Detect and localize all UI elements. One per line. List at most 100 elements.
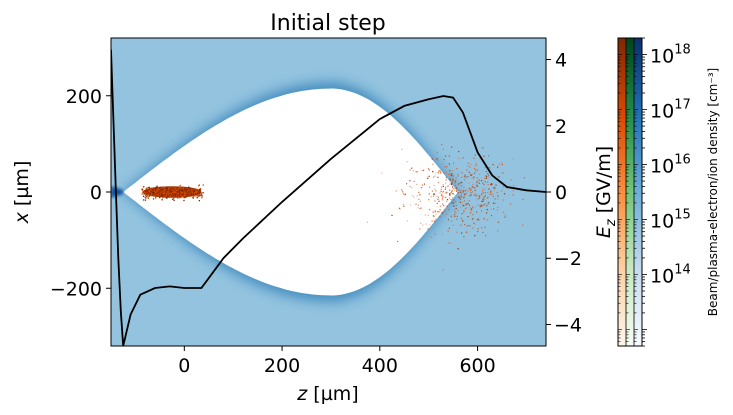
driver-particle [449,242,451,244]
witness-particle [176,194,178,196]
driver-particle [450,194,452,196]
driver-particle [454,189,456,191]
witness-particle [142,191,144,193]
witness-particle [160,193,162,195]
y-tick-label: −200 [50,278,102,300]
witness-particle [172,198,174,200]
witness-particle [198,200,200,202]
driver-particle [451,183,453,186]
driver-particle [477,228,479,230]
driver-particle [459,198,462,200]
driver-particle [481,205,483,207]
witness-particle [194,191,197,193]
driver-particle [454,215,456,218]
witness-particle [166,195,169,198]
driver-particle [406,161,408,163]
driver-particle [445,155,447,157]
driver-particle [454,184,457,186]
driver-particle [398,207,400,209]
driver-particle [482,187,485,189]
driver-particle [479,205,481,207]
driver-particle [423,183,425,185]
driver-particle [471,173,473,175]
driver-particle [428,199,430,201]
driver-particle [420,222,422,224]
witness-particle [145,188,148,190]
colorbar-tick-label: 1018 [650,43,691,68]
driver-particle [451,220,453,222]
driver-particle [445,187,447,189]
driver-particle [427,228,429,230]
driver-particle [452,179,454,181]
driver-particle [471,177,473,179]
x-axis-label: z [µm] [296,383,358,405]
driver-particle [498,163,500,165]
witness-particle [198,194,201,196]
witness-particle [166,197,168,199]
driver-particle [451,186,454,188]
driver-particle [434,188,436,190]
driver-particle [455,180,457,182]
driver-particle [451,189,454,191]
witness-particle [147,197,149,199]
driver-particle [468,224,470,227]
driver-particle [441,197,444,199]
witness-particle [161,189,163,191]
driver-particle [409,180,411,182]
driver-particle [484,203,486,205]
witness-particle [161,199,163,201]
driver-particle [441,211,444,213]
driver-particle [484,177,486,179]
driver-particle [438,211,440,213]
driver-particle [482,182,484,184]
driver-particle [497,206,499,208]
witness-particle [141,193,143,195]
x-tick-label: 200 [264,355,300,377]
witness-particle [169,188,171,190]
driver-particle [491,183,493,185]
driver-particle [479,195,481,197]
driver-particle [443,172,445,174]
driver-particle [432,214,434,217]
driver-particle [436,151,438,153]
driver-particle [468,204,471,206]
driver-particle [485,235,487,237]
witness-particle [197,193,199,195]
driver-particle [428,175,430,177]
witness-particle [141,188,144,190]
witness-particle [193,194,195,196]
driver-particle [484,192,486,194]
driver-particle [462,204,464,206]
driver-particle [434,210,436,212]
driver-particle [459,189,461,191]
witness-particle [183,199,185,202]
driver-particle [449,173,451,175]
driver-particle [503,193,506,195]
driver-particle [471,208,473,210]
witness-particle [169,190,172,192]
driver-particle [461,232,463,234]
driver-particle [440,172,442,174]
witness-particle [192,197,194,199]
witness-particle [183,197,185,199]
driver-particle [442,212,444,214]
witness-particle [163,192,165,195]
driver-particle [469,190,472,192]
witness-particle [165,195,167,197]
witness-particle [184,190,187,192]
driver-particle [439,205,441,207]
driver-particle [445,192,447,194]
driver-particle [476,194,478,196]
witness-particle [152,189,154,191]
driver-particle [469,166,471,168]
driver-particle [429,209,431,211]
driver-particle [455,187,457,189]
driver-particle [456,231,458,233]
driver-particle [438,198,440,200]
witness-particle [190,194,192,196]
driver-particle [458,196,460,198]
driver-particle [438,200,440,202]
witness-particle [168,187,171,189]
driver-particle [431,220,433,222]
